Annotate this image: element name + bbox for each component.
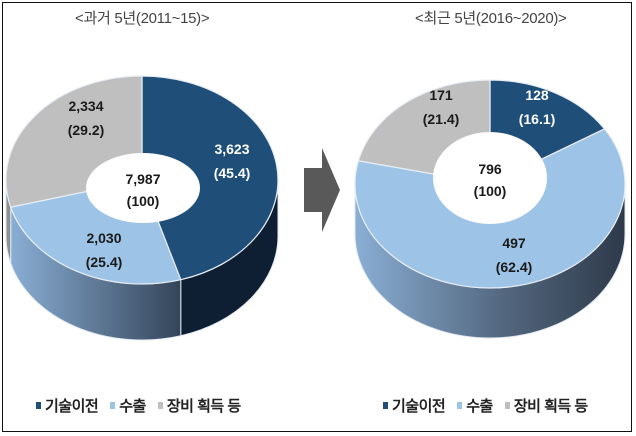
svg-text:128: 128 (525, 87, 549, 103)
svg-text:(62.4): (62.4) (496, 259, 533, 275)
legend-item-export: 수출 (110, 395, 146, 416)
legend-item-tech-transfer: 기술이전 (36, 395, 99, 416)
legend-swatch-icon (457, 402, 463, 409)
right-chart-title: <최근 5년(2016~2020)> (415, 10, 567, 27)
legend-swatch-icon (157, 402, 163, 409)
svg-text:(29.2): (29.2) (68, 122, 105, 138)
legend-swatch-icon (504, 402, 510, 409)
left-chart-title: <과거 5년(2011~15)> (75, 10, 210, 27)
svg-text:2,334: 2,334 (68, 98, 103, 114)
legend-label: 수출 (466, 398, 493, 415)
svg-text:497: 497 (502, 235, 526, 251)
legend-label: 기술이전 (45, 398, 99, 415)
left-donut-chart: 7,987 (100) 3,623 (45.4) 2,030 (25.4) 2,334 (29… (5, 75, 279, 341)
svg-text:(16.1): (16.1) (519, 111, 556, 127)
right-donut-chart: 796 (100) 128 (16.1) 497 (62.4) 171 (21.4) (354, 79, 626, 339)
svg-text:(100): (100) (127, 193, 160, 209)
legend-swatch-icon (36, 402, 41, 409)
arrow-right-icon (304, 148, 340, 232)
legend-swatch-icon (383, 402, 388, 409)
svg-text:(45.4): (45.4) (214, 165, 251, 181)
svg-text:(100): (100) (474, 183, 507, 199)
legend-label: 장비 획득 등 (166, 398, 241, 415)
svg-text:796: 796 (478, 161, 502, 177)
legend-swatch-icon (110, 402, 116, 409)
svg-text:(25.4): (25.4) (86, 254, 123, 270)
svg-text:(21.4): (21.4) (423, 111, 460, 127)
left-legend: 기술이전 수출 장비 획득 등 (36, 395, 253, 416)
svg-text:7,987: 7,987 (125, 171, 160, 187)
legend-item-tech-transfer: 기술이전 (383, 395, 446, 416)
legend-label: 장비 획득 등 (513, 398, 588, 415)
legend-label: 기술이전 (392, 398, 446, 415)
figure-frame (2, 2, 632, 432)
svg-text:3,623: 3,623 (214, 141, 249, 157)
legend-item-export: 수출 (457, 395, 493, 416)
legend-item-equipment: 장비 획득 등 (157, 395, 241, 416)
svg-text:2,030: 2,030 (86, 230, 121, 246)
svg-text:171: 171 (429, 87, 453, 103)
legend-label: 수출 (119, 398, 146, 415)
right-legend: 기술이전 수출 장비 획득 등 (383, 395, 600, 416)
legend-item-equipment: 장비 획득 등 (504, 395, 588, 416)
